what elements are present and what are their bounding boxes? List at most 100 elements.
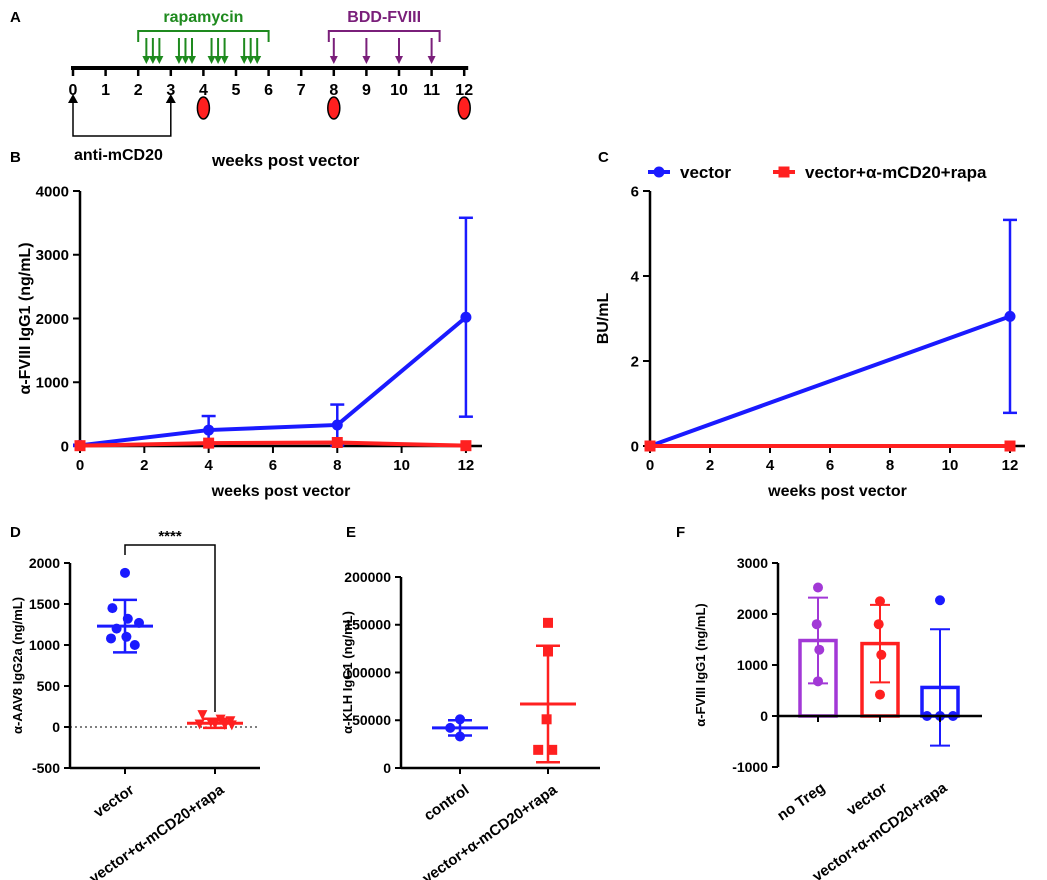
data-point <box>547 744 558 755</box>
legend-label: vector <box>680 163 731 182</box>
data-point <box>813 582 823 593</box>
x-tick-label: 12 <box>458 457 475 474</box>
panel-letter-e: E <box>346 524 356 541</box>
panel-c-chart: 0 2 4 6 BU/mL 0 2 4 6 8 10 12 weeks post vector vecto… <box>595 163 1025 500</box>
x-category-label: vector <box>844 779 891 819</box>
rapamycin-dose-arrowhead <box>181 56 190 64</box>
timeline-x-axis-label: weeks post vector <box>211 151 360 170</box>
data-point <box>1004 440 1016 452</box>
timeline-tick-label: 6 <box>264 82 273 99</box>
y-tick-label: 3000 <box>36 247 69 264</box>
y-tick-label: 0 <box>631 438 639 455</box>
data-point <box>814 644 825 655</box>
data-point <box>813 676 823 687</box>
y-tick-label: 6 <box>631 183 639 200</box>
panel-e-chart: 0 50000 100000 150000 200000 α-KLH IgG1 (ng/m… <box>340 569 600 880</box>
y-axis-label: α-AAV8 IgG2a (ng/mL) <box>10 597 25 734</box>
data-point <box>455 714 465 725</box>
data-point <box>455 731 465 742</box>
rapamycin-dose-arrowhead <box>240 56 249 64</box>
x-tick-label: 0 <box>76 457 84 474</box>
x-category-label: no Treg <box>774 779 828 824</box>
y-tick-label: 100000 <box>344 664 391 680</box>
y-tick-label: 4000 <box>36 183 69 200</box>
data-point <box>876 649 887 660</box>
series-line-vector <box>649 314 1011 448</box>
x-tick-label: 0 <box>646 457 654 474</box>
timeline-tick-label: 3 <box>166 82 175 99</box>
rapamycin-dose-arrowhead <box>253 56 262 64</box>
bdd-fviii-bracket <box>327 30 441 42</box>
data-point <box>541 714 552 725</box>
data-point <box>197 710 208 721</box>
timeline-tick-label: 0 <box>69 82 78 99</box>
rapamycin-bracket <box>137 30 270 42</box>
timeline-tick-label: 9 <box>362 82 371 99</box>
bdd-fviii-dose-arrowhead <box>395 56 403 64</box>
data-point <box>219 719 230 730</box>
legend-label: vector+α-mCD20+rapa <box>805 163 987 182</box>
timeline-tick-label: 10 <box>390 82 408 99</box>
y-tick-label: 0 <box>383 760 391 776</box>
data-point <box>134 617 144 628</box>
legend-marker <box>653 166 665 178</box>
timeline-tick-label: 1 <box>101 82 110 99</box>
rapamycin-dose-arrowhead <box>174 56 183 64</box>
rapamycin-dose-arrowhead <box>214 56 223 64</box>
data-point <box>111 623 122 634</box>
data-point <box>122 613 133 624</box>
y-tick-label: 4 <box>631 268 640 285</box>
series-line-vector <box>79 315 468 448</box>
anti-cd20-arrowhead <box>68 94 78 103</box>
data-point <box>194 719 205 730</box>
y-tick-label: -500 <box>32 760 60 776</box>
data-point <box>460 440 472 452</box>
rapamycin-dose-arrowhead <box>155 56 164 64</box>
data-point <box>331 419 343 431</box>
data-point <box>210 719 220 730</box>
panel-f-chart: -1000 0 1000 2000 3000 α-FVIII IgG1 (ng/mL) no… <box>693 555 982 880</box>
x-category-label: vector <box>91 781 138 821</box>
y-tick-label: 2000 <box>29 555 60 571</box>
y-tick-label: 0 <box>52 719 60 735</box>
y-tick-label: 1000 <box>36 375 69 392</box>
y-axis-label: α-FVIII IgG1 (ng/mL) <box>693 603 708 727</box>
y-tick-label: 1000 <box>737 657 768 673</box>
x-tick-label: 12 <box>1002 457 1019 474</box>
y-tick-label: 2000 <box>36 311 69 328</box>
bdd-fviii-dose-arrowhead <box>362 56 371 64</box>
data-point <box>543 646 553 657</box>
timeline-tick-label: 5 <box>232 82 241 99</box>
rapamycin-dose-arrowhead <box>246 56 255 64</box>
data-point <box>121 631 132 642</box>
timeline-tick-label: 2 <box>134 82 143 99</box>
y-tick-label: 2000 <box>737 606 768 622</box>
anti-cd20-label: anti-mCD20 <box>74 147 163 164</box>
y-tick-label: 0 <box>760 708 768 724</box>
x-tick-label: 10 <box>942 457 959 474</box>
y-tick-label: 200000 <box>344 569 391 585</box>
data-point <box>226 720 237 731</box>
y-tick-label: 2 <box>631 353 639 370</box>
y-tick-label: 150000 <box>344 617 391 633</box>
x-tick-label: 4 <box>766 457 775 474</box>
bdd-fviii-dose-arrowhead <box>427 56 436 64</box>
data-point <box>533 744 544 755</box>
data-point <box>107 603 118 614</box>
x-tick-label: 8 <box>333 457 341 474</box>
significance-label: **** <box>158 528 182 545</box>
y-tick-label: 500 <box>37 678 61 694</box>
x-tick-label: 2 <box>706 457 714 474</box>
panel-letter-b: B <box>10 149 21 166</box>
x-axis-label: weeks post vector <box>767 483 907 500</box>
y-axis-label: BU/mL <box>595 293 612 345</box>
data-point <box>543 617 553 628</box>
data-point <box>203 437 215 449</box>
data-point <box>203 424 215 436</box>
rapamycin-dose-arrowhead <box>148 56 157 64</box>
data-point <box>875 596 885 607</box>
rapamycin-dose-arrowhead <box>207 56 216 64</box>
x-tick-label: 4 <box>204 457 213 474</box>
